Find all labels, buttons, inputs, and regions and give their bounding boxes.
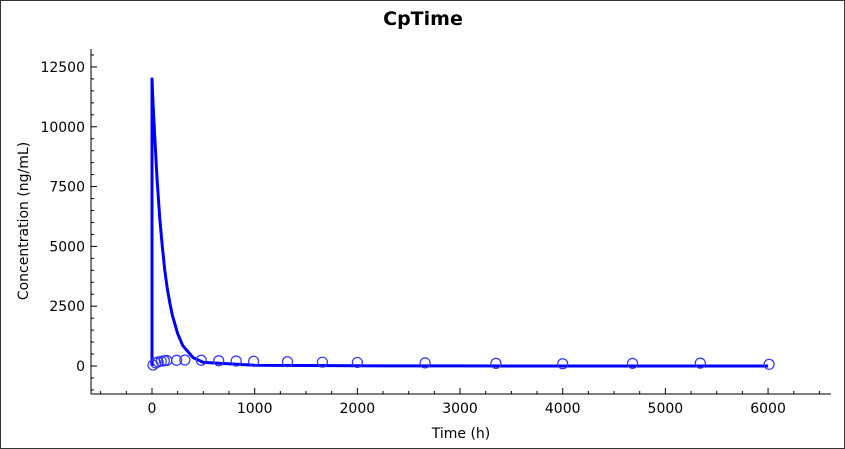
y-tick-label: 7500: [49, 180, 85, 196]
observed-point: [351, 356, 363, 369]
observed-point: [557, 358, 569, 370]
y-tick-label: 12500: [40, 60, 85, 76]
observed-point: [248, 355, 260, 367]
observed-point: [171, 354, 183, 366]
y-tick-label: 5000: [49, 239, 85, 255]
x-tick-label: 3000: [442, 401, 478, 417]
x-tick-label: 0: [148, 401, 157, 417]
x-tick-label: 1000: [237, 401, 273, 417]
observed-point: [626, 357, 639, 369]
observed-point: [213, 355, 225, 367]
x-tick-label: 2000: [340, 401, 376, 417]
observed-point: [694, 357, 706, 369]
observed-point: [490, 357, 502, 369]
observed-point: [316, 356, 329, 368]
model-curve: [150, 77, 769, 368]
x-axis-label: Time (h): [431, 426, 491, 442]
y-axis-label: Concentration (ng/mL): [16, 142, 32, 300]
x-tick-label: 4000: [545, 401, 581, 417]
observed-point: [763, 358, 775, 370]
y-tick-label: 2500: [49, 299, 85, 315]
y-tick-label: 10000: [40, 120, 85, 136]
chart-title: CpTime: [383, 8, 463, 30]
observed-point: [195, 354, 207, 366]
observed-point: [419, 357, 431, 369]
observed-point: [179, 354, 191, 366]
x-tick-label: 6000: [750, 401, 786, 417]
observed-point: [230, 355, 242, 367]
x-tick-label: 5000: [648, 401, 684, 417]
y-tick-label: 0: [76, 359, 85, 375]
observed-point: [281, 356, 294, 368]
